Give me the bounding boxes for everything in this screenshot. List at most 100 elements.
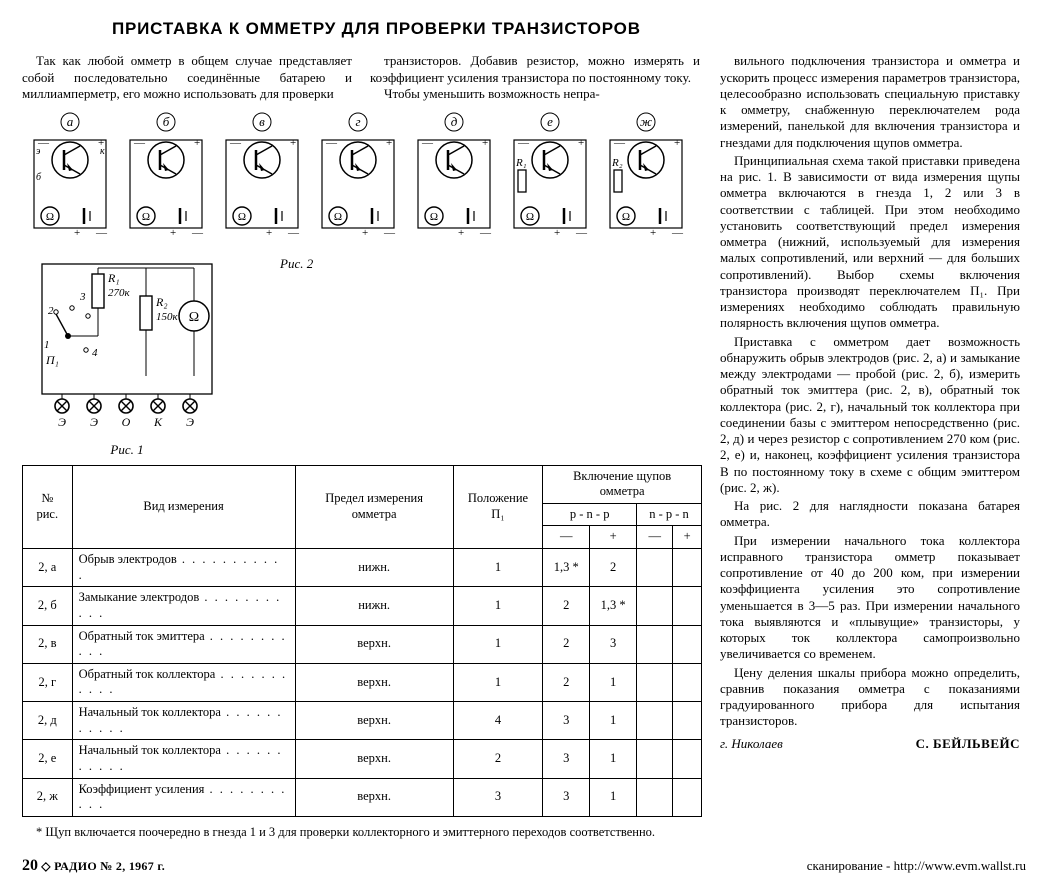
table-cell: 1,3 * xyxy=(543,549,590,587)
th-limit: Предел измерения омметра xyxy=(295,465,453,549)
svg-text:+: + xyxy=(554,227,560,239)
table-cell: верхн. xyxy=(295,663,453,701)
table-cell: 1 xyxy=(453,663,543,701)
th-pnp-plus: + xyxy=(590,526,637,549)
svg-text:—: — xyxy=(575,227,588,239)
table-wrap: Рис. 2 xyxy=(250,256,702,276)
table-cell: 1 xyxy=(590,663,637,701)
main-columns: Так как любой омметр в общем случае пред… xyxy=(22,53,1026,840)
table-cell: Обратный ток эмиттера xyxy=(72,625,295,663)
svg-text:Ω: Ω xyxy=(238,211,246,223)
svg-text:—: — xyxy=(287,227,300,239)
para-4: На рис. 2 для наглядности показана батар… xyxy=(720,498,1020,531)
page-footer: 20 ◇ РАДИО № 2, 1967 г. сканирование - h… xyxy=(22,856,1026,876)
svg-text:Ω: Ω xyxy=(430,211,438,223)
svg-text:—: — xyxy=(325,137,338,149)
figure-1-box: R₁270кR₂150кΩП₁1234ЭЭОКЭ Рис. 1 xyxy=(22,256,232,459)
table-cell: верхн. xyxy=(295,702,453,740)
th-kind: Вид измерения xyxy=(72,465,295,549)
article-title: ПРИСТАВКА К ОММЕТРУ ДЛЯ ПРОВЕРКИ ТРАНЗИС… xyxy=(22,18,1026,39)
table-row: 2, дНачальный ток коллектораверхн.431 xyxy=(23,702,702,740)
svg-text:4: 4 xyxy=(92,347,98,359)
intro-col-2a: транзисторов. Добавив резистор, можно из… xyxy=(370,53,700,84)
table-cell xyxy=(673,702,702,740)
footer-left: 20 ◇ РАДИО № 2, 1967 г. xyxy=(22,856,165,876)
table-cell: 2, а xyxy=(23,549,73,587)
svg-text:+: + xyxy=(290,137,296,149)
svg-text:О: О xyxy=(122,415,131,429)
svg-text:Ω: Ω xyxy=(526,211,534,223)
svg-text:—: — xyxy=(95,227,108,239)
table-cell xyxy=(637,663,673,701)
table-cell: 1,3 * xyxy=(590,587,637,625)
svg-text:+: + xyxy=(194,137,200,149)
svg-text:Ω: Ω xyxy=(46,211,54,223)
table-cell: 2, г xyxy=(23,663,73,701)
author-line: г. Николаев С. БЕЙЛЬВЕЙС xyxy=(720,736,1020,752)
table-cell: 2 xyxy=(543,587,590,625)
svg-text:+: + xyxy=(674,137,680,149)
svg-text:—: — xyxy=(133,137,146,149)
svg-text:+: + xyxy=(170,227,176,239)
intro-col-1: Так как любой омметр в общем случае пред… xyxy=(22,53,352,102)
svg-text:+: + xyxy=(266,227,272,239)
page-number: 20 xyxy=(22,857,38,874)
table-cell: Начальный ток коллектора xyxy=(72,740,295,778)
author-name: С. БЕЙЛЬВЕЙС xyxy=(916,736,1020,752)
svg-text:+: + xyxy=(362,227,368,239)
svg-text:+: + xyxy=(386,137,392,149)
figure-row: R₁270кR₂150кΩП₁1234ЭЭОКЭ Рис. 1 Рис. 2 xyxy=(22,256,702,459)
table-cell: 2 xyxy=(453,740,543,778)
svg-text:+: + xyxy=(74,227,80,239)
table-cell xyxy=(637,740,673,778)
table-cell xyxy=(673,663,702,701)
table-cell: верхн. xyxy=(295,625,453,663)
para-6: Цену деления шкалы прибора можно определ… xyxy=(720,665,1020,730)
th-num: № рис. xyxy=(23,465,73,549)
table-row: 2, вОбратный ток эмиттераверхн.123 xyxy=(23,625,702,663)
measurement-table: № рис. Вид измерения Предел измерения ом… xyxy=(22,465,702,817)
figure-1-caption: Рис. 1 xyxy=(22,442,232,458)
svg-text:г: г xyxy=(355,114,360,129)
table-cell xyxy=(637,625,673,663)
table-cell: 2 xyxy=(543,663,590,701)
svg-text:—: — xyxy=(479,227,492,239)
table-footnote: * Щуп включается поочередно в гнезда 1 и… xyxy=(22,825,702,841)
figure-2-caption: Рис. 2 xyxy=(250,256,702,272)
table-row: 2, бЗамыкание электродовнижн.121,3 * xyxy=(23,587,702,625)
table-cell: 3 xyxy=(453,778,543,816)
table-cell: 2, в xyxy=(23,625,73,663)
table-cell: верхн. xyxy=(295,778,453,816)
para-2: Принципиальная схема такой приставки при… xyxy=(720,153,1020,332)
table-cell: 2, б xyxy=(23,587,73,625)
table-cell: 2, д xyxy=(23,702,73,740)
svg-text:П₁: П₁ xyxy=(45,353,59,367)
svg-text:Ω: Ω xyxy=(622,211,630,223)
svg-text:R₂: R₂ xyxy=(155,295,168,309)
table-cell: 1 xyxy=(590,702,637,740)
svg-text:—: — xyxy=(229,137,242,149)
th-npn: n - p - n xyxy=(637,503,702,526)
svg-text:—: — xyxy=(191,227,204,239)
svg-text:Э: Э xyxy=(58,415,66,429)
table-cell xyxy=(673,625,702,663)
svg-text:+: + xyxy=(482,137,488,149)
intro-col-2b: Чтобы уменьшить возможность непра- xyxy=(370,86,600,102)
svg-text:б: б xyxy=(36,172,42,183)
th-pnp-minus: — xyxy=(543,526,590,549)
table-cell: Коэффициент усиления xyxy=(72,778,295,816)
svg-text:—: — xyxy=(421,137,434,149)
table-cell: Обрыв электродов xyxy=(72,549,295,587)
th-probes: Включение щупов омметра xyxy=(543,465,702,503)
svg-text:Э: Э xyxy=(186,415,194,429)
svg-text:б: б xyxy=(163,114,170,129)
table-cell: 2, ж xyxy=(23,778,73,816)
svg-text:э: э xyxy=(36,146,41,157)
table-cell xyxy=(637,702,673,740)
svg-text:3: 3 xyxy=(79,291,86,303)
table-cell: Начальный ток коллектора xyxy=(72,702,295,740)
th-npn-minus: — xyxy=(637,526,673,549)
table-row: 2, еНачальный ток коллектораверхн.231 xyxy=(23,740,702,778)
table-cell: Замыкание электродов xyxy=(72,587,295,625)
table-cell xyxy=(673,740,702,778)
